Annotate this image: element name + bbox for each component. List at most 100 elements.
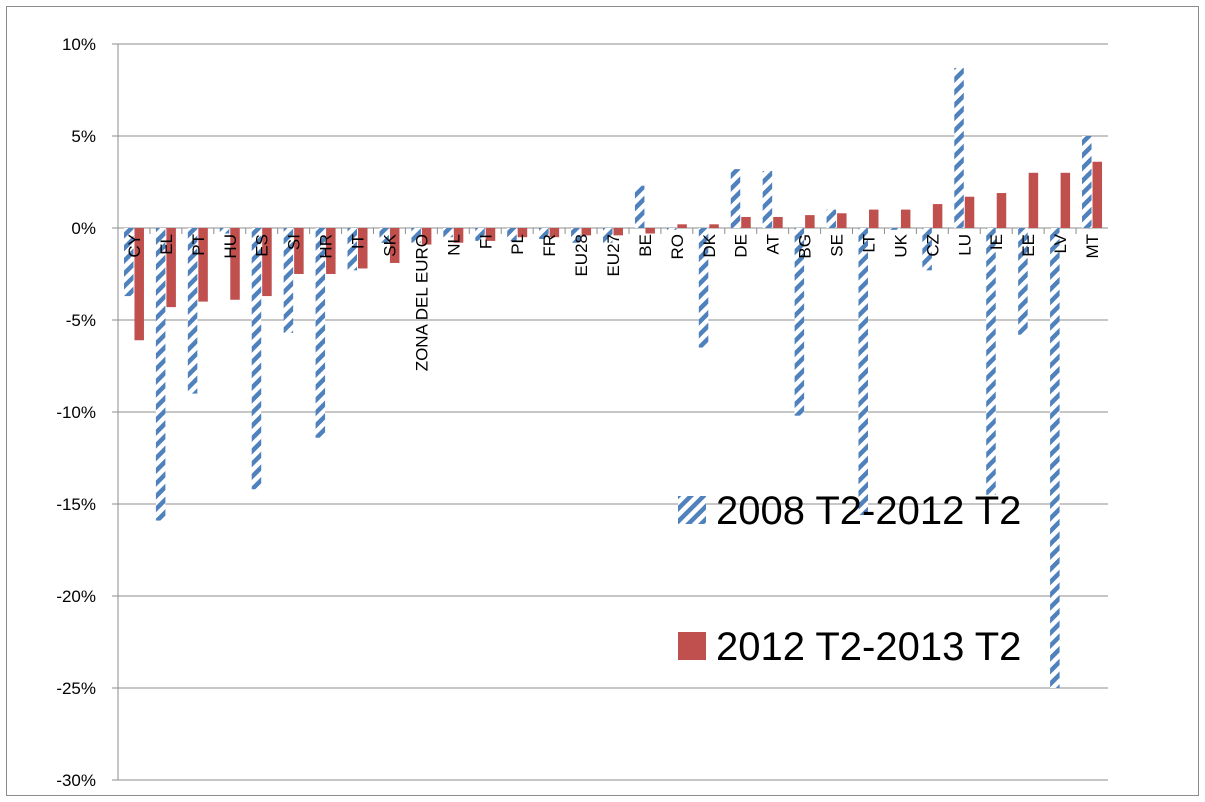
category-label: DE	[732, 234, 751, 258]
bar-series-2	[389, 228, 400, 263]
bar-series-2	[326, 228, 336, 274]
bar-series-1	[315, 228, 326, 438]
bar-series-2	[805, 215, 815, 228]
category-label: HR	[317, 234, 336, 259]
y-tick-label: 5%	[71, 127, 96, 146]
category-label: EU28	[572, 234, 591, 277]
bar-series-1	[507, 228, 517, 241]
bar-series-2	[581, 228, 592, 236]
bar-series-1	[475, 228, 485, 241]
y-tick-label: 10%	[62, 35, 96, 54]
bar-series-1	[634, 185, 645, 228]
bar-series-1	[251, 228, 262, 490]
bar-series-1	[123, 228, 134, 297]
category-label: ZONA DEL EURO	[412, 234, 431, 371]
bar-series-2	[709, 224, 719, 228]
bar-series-1	[954, 67, 964, 228]
bar-series-2	[421, 228, 432, 245]
bar-series-1	[1018, 228, 1028, 335]
category-label: SI	[285, 234, 304, 250]
bar-series-2	[1092, 161, 1103, 228]
bar-series-2	[294, 228, 304, 274]
bar-series-1	[187, 228, 198, 394]
bar-series-1	[347, 228, 358, 271]
bar-series-2	[230, 228, 240, 300]
category-label: RO	[668, 234, 687, 260]
category-label: UK	[891, 233, 910, 257]
bar-series-1	[666, 228, 677, 230]
bar-series-1	[155, 228, 166, 521]
bar-series-2	[485, 228, 496, 241]
y-tick-label: -15%	[56, 495, 96, 514]
bar-series-1	[539, 228, 549, 240]
category-label: BG	[796, 234, 815, 259]
category-label: SK	[380, 233, 399, 256]
category-label: IE	[987, 234, 1006, 250]
bar-series-2	[741, 216, 751, 228]
bar-series-1	[443, 228, 453, 238]
gridlines	[112, 43, 1108, 781]
legend-label-series-2: 2012 T2-2013 T2	[716, 625, 1021, 669]
bar-series-1	[858, 228, 868, 516]
bar-series-1	[922, 228, 932, 271]
y-tick-label: -30%	[56, 771, 96, 790]
y-tick-label: -20%	[56, 587, 96, 606]
legend-swatch-series-2	[678, 632, 706, 660]
y-tick-label: -10%	[56, 403, 96, 422]
category-label: LT	[859, 234, 878, 253]
category-labels: CY EL PT HU ES SI HR IT SK ZONA DEL EURO NL FI PL FR E…	[125, 233, 1102, 371]
bar-series-1	[1082, 136, 1092, 228]
bars	[123, 67, 1103, 688]
bar-series-2	[166, 228, 176, 308]
category-label: AT	[764, 234, 783, 254]
category-label: FI	[476, 234, 495, 249]
bar-series-1	[826, 209, 837, 228]
category-label: LU	[955, 234, 974, 256]
bar-series-2	[198, 228, 208, 302]
legend: 2008 T2-2012 T2 2012 T2-2013 T2	[678, 489, 1021, 669]
bar-series-2	[262, 228, 272, 297]
category-label: EU27	[604, 234, 623, 277]
category-label: EL	[157, 234, 176, 255]
category-label: BE	[636, 234, 655, 257]
category-label: DK	[700, 233, 719, 257]
bar-series-1	[571, 228, 581, 243]
y-tick-labels: 10% 5% 0% -5% -10% -15% -20% -25% -30%	[56, 35, 96, 790]
bar-series-2	[549, 228, 560, 238]
bar-series-2	[517, 228, 528, 238]
bar-series-2	[868, 209, 879, 228]
category-label: EE	[1019, 234, 1038, 257]
category-label: CZ	[923, 234, 942, 257]
legend-swatch-series-1	[678, 496, 706, 524]
bar-series-1	[411, 228, 421, 243]
bar-series-2	[932, 204, 943, 228]
y-tick-label: -5%	[66, 311, 96, 330]
bar-series-1	[986, 228, 996, 495]
bar-series-2	[1028, 172, 1039, 228]
bar-series-2	[613, 228, 623, 236]
bar-series-1	[794, 228, 805, 416]
category-label: HU	[221, 234, 240, 259]
bar-series-2	[677, 224, 687, 228]
category-label: FR	[540, 234, 559, 257]
bar-series-2	[134, 228, 144, 341]
bar-series-1	[730, 169, 741, 228]
bar-series-1	[762, 170, 773, 228]
category-label: IT	[349, 234, 368, 249]
axes	[117, 44, 1108, 780]
category-label: NL	[444, 234, 463, 256]
category-label: CY	[125, 234, 144, 258]
legend-label-series-1: 2008 T2-2012 T2	[716, 489, 1021, 533]
bar-series-2	[837, 213, 847, 228]
category-label: PL	[508, 234, 527, 255]
bar-series-2	[964, 196, 975, 228]
bar-series-2	[900, 209, 911, 228]
bar-series-1	[698, 228, 709, 348]
bar-series-1	[603, 228, 613, 243]
bar-series-1	[890, 228, 900, 230]
bar-series-1	[283, 228, 294, 333]
bar-series-2	[996, 193, 1007, 228]
category-label: LV	[1051, 233, 1070, 253]
bar-series-2	[358, 228, 368, 269]
category-label: PT	[189, 234, 208, 256]
